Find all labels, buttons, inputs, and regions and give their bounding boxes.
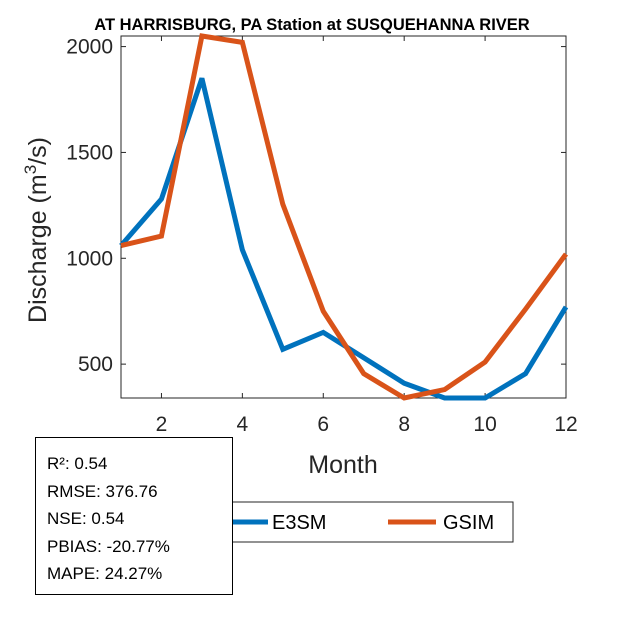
legend: E3SM GSIM: [228, 501, 514, 543]
stats-box: R²: 0.54 RMSE: 376.76 NSE: 0.54 PBIAS: -…: [35, 437, 233, 595]
stat-pbias: PBIAS: -20.77%: [47, 536, 170, 556]
legend-label-e3sm: E3SM: [272, 512, 326, 534]
chart-title: AT HARRISBURG, PA Station at SUSQUEHANNA…: [94, 16, 530, 34]
series-lines: [119, 33, 569, 401]
x-tick-label: 4: [237, 413, 249, 436]
legend-box: [228, 501, 514, 543]
x-tick-label: 2: [156, 413, 168, 436]
y-axis-title: Discharge (m3/s): [21, 137, 52, 323]
stat-rmse: RMSE: 376.76: [47, 481, 158, 501]
y-tick-label: 1500: [66, 141, 113, 164]
stat-nse: NSE: 0.54: [47, 509, 125, 528]
y-tick-label: 500: [78, 353, 113, 376]
x-tick-label: 8: [398, 413, 410, 436]
y-tick-label: 2000: [66, 36, 113, 59]
axis-ticks: 2 4 6 8 10 12 500 1000 1500 2000: [66, 36, 577, 436]
legend-label-gsim: GSIM: [443, 512, 494, 534]
stat-r2: R²: 0.54: [47, 454, 108, 473]
x-tick-label: 10: [473, 413, 496, 436]
y-tick-label: 1000: [66, 247, 113, 270]
x-axis-title: Month: [308, 451, 377, 479]
stat-mape: MAPE: 24.27%: [47, 564, 163, 583]
series-line-gsim: [120, 33, 569, 401]
x-tick-label: 12: [554, 413, 577, 436]
x-tick-label: 6: [317, 413, 329, 436]
